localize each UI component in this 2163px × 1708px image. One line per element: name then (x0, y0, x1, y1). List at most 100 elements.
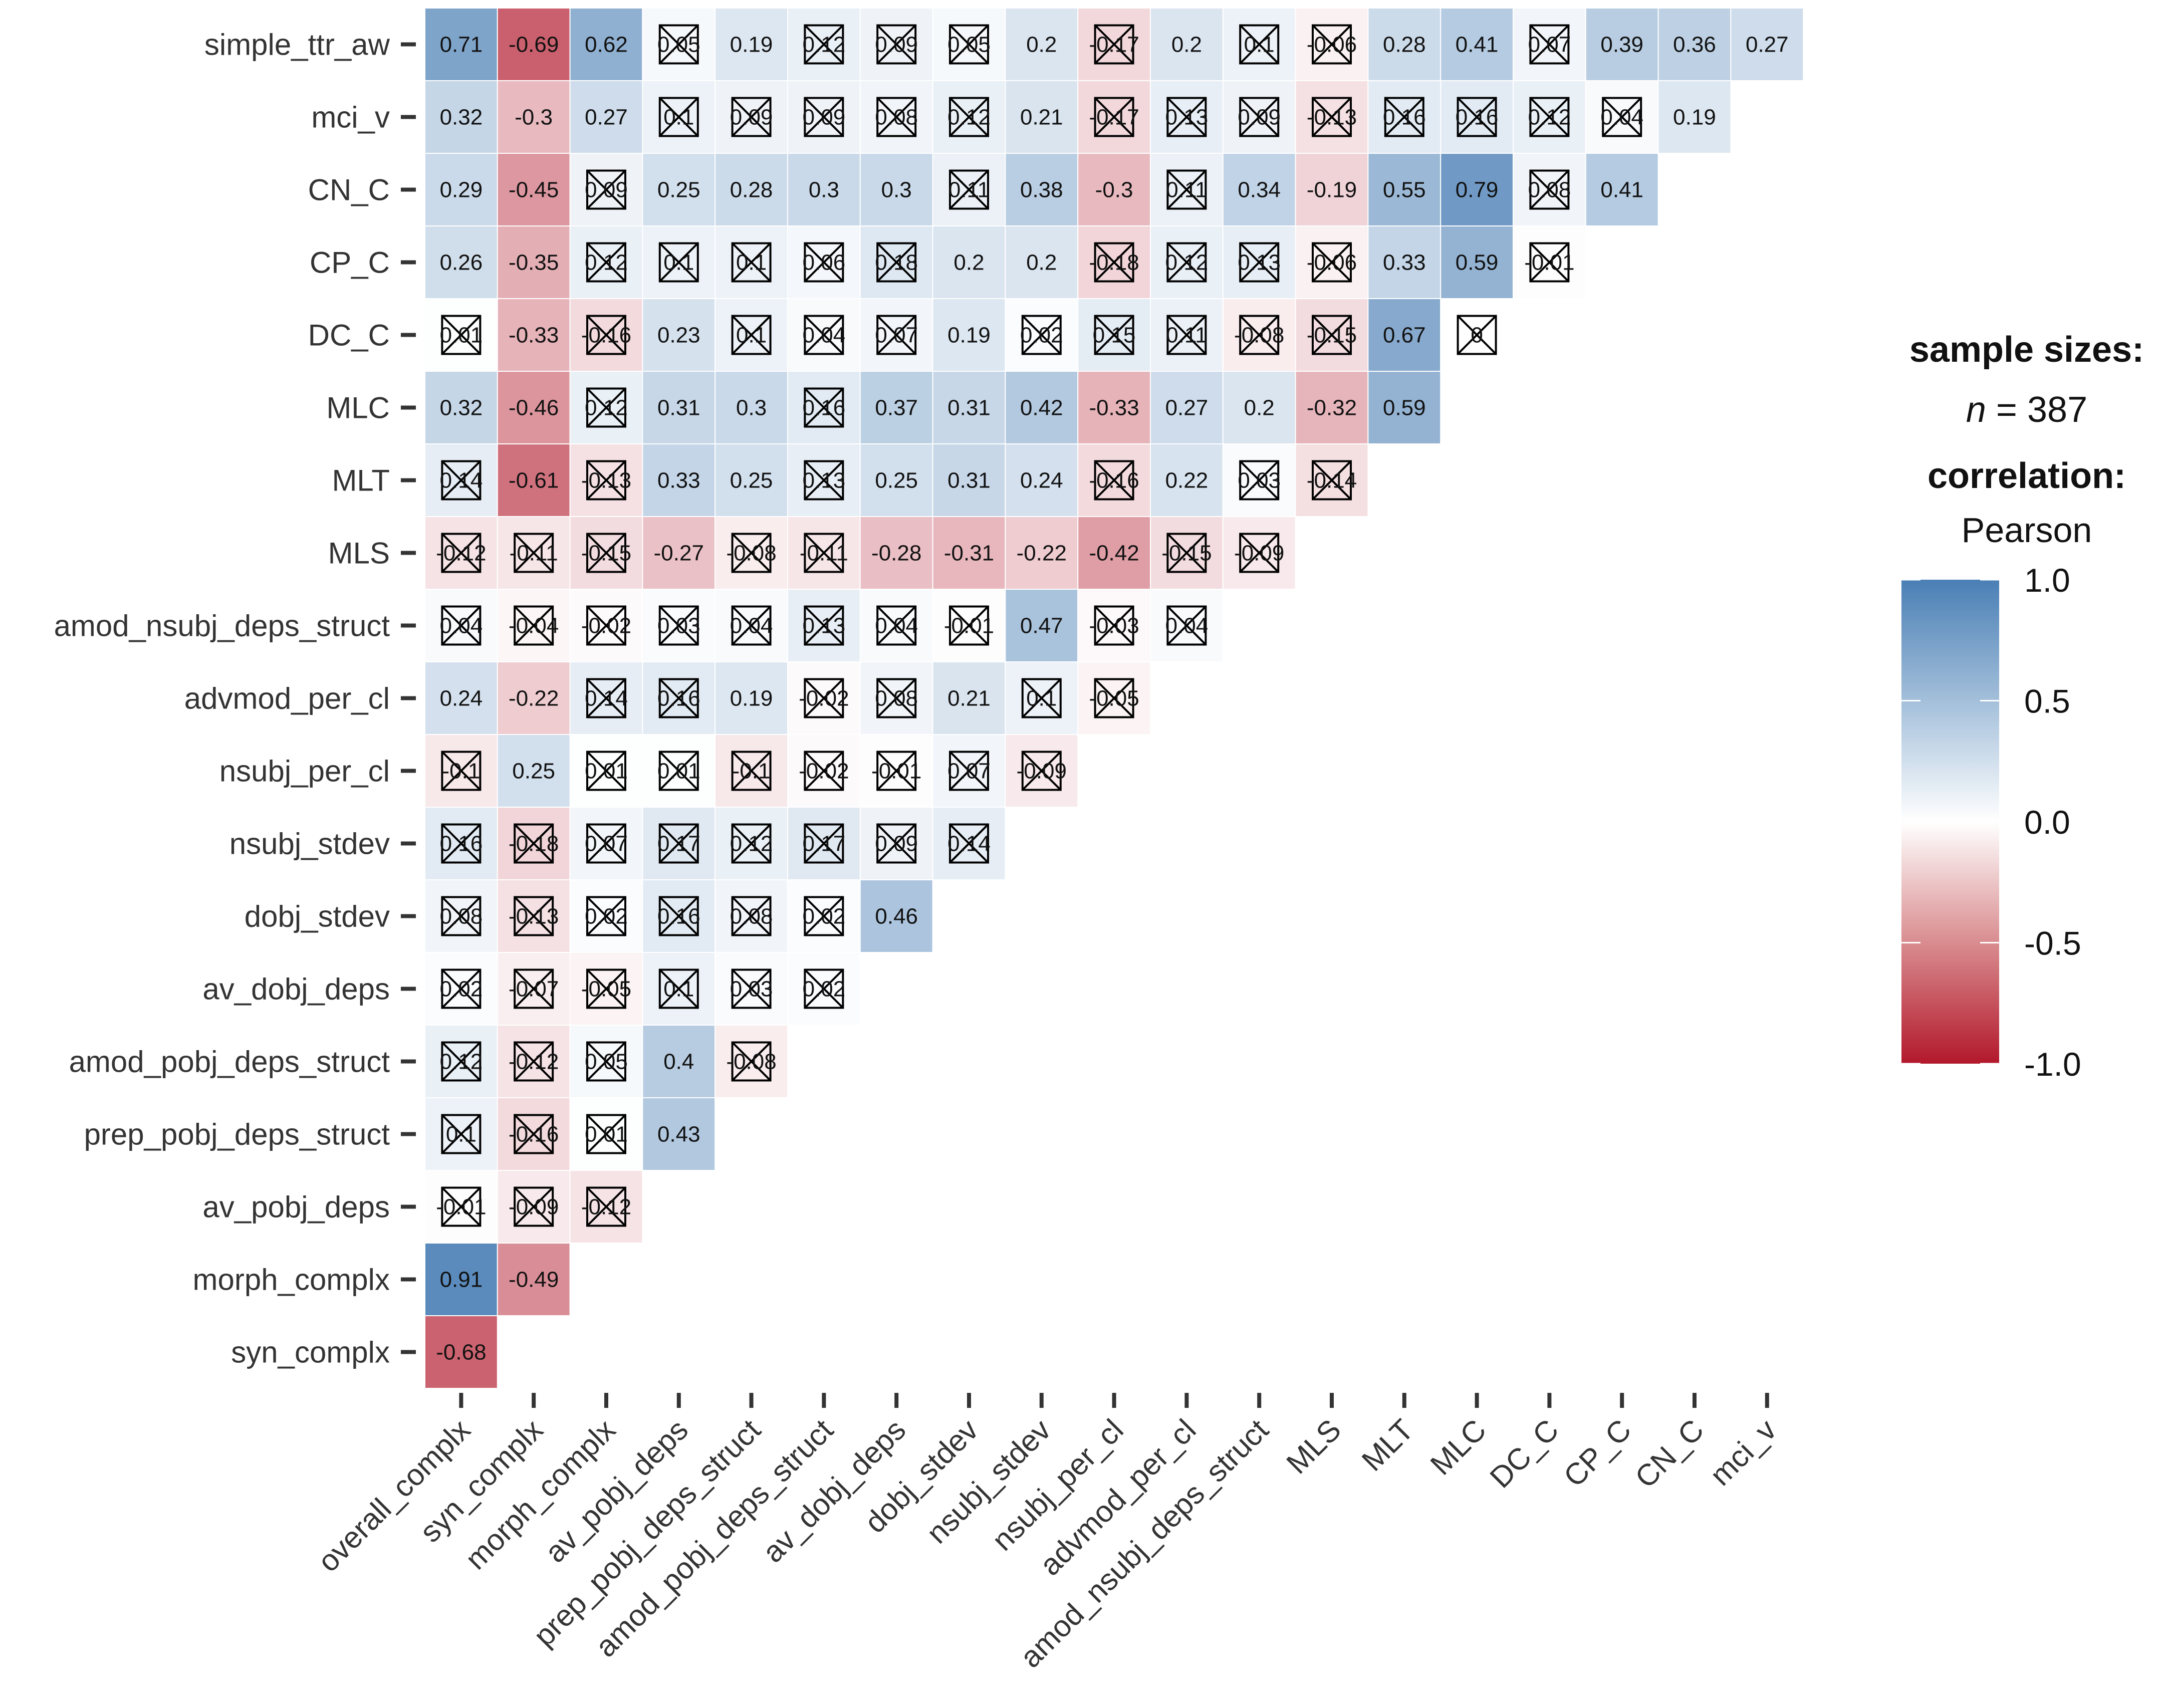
cell-fill (1005, 8, 1079, 81)
heatmap-cell: -0.33 (1077, 371, 1151, 444)
insignificant-cross (949, 824, 989, 863)
cell-value-label: -0.05 (1089, 686, 1139, 711)
heatmap-cell: 0.1 (714, 298, 788, 372)
insignificant-box (514, 896, 554, 936)
insignificant-box (586, 169, 626, 210)
y-tick-label: dobj_stdev (245, 900, 390, 933)
cell-value-label: -0.07 (509, 977, 559, 1002)
insignificant-box (731, 1041, 772, 1082)
insignificant-box (1457, 315, 1497, 355)
cell-fill (1005, 443, 1079, 517)
insignificant-box (586, 896, 626, 936)
insignificant-box (514, 1186, 554, 1227)
insignificant-cross (804, 751, 844, 791)
heatmap-cell: 0.02 (787, 879, 861, 953)
insignificant-box (804, 751, 844, 791)
heatmap-cell: 0.05 (569, 1025, 643, 1098)
heatmap-cell: 0.41 (1440, 8, 1514, 81)
cell-value-label: 0.08 (730, 904, 773, 929)
insignificant-cross (1312, 242, 1352, 282)
cell-value-label: 0.14 (947, 832, 991, 856)
insignificant-box (586, 315, 626, 355)
insignificant-cross (586, 751, 626, 791)
cell-value-label: 0.09 (730, 105, 773, 130)
insignificant-box (949, 605, 989, 646)
heatmap-cell: -0.09 (1222, 516, 1296, 590)
insignificant-box (586, 242, 626, 283)
cell-value-label: -0.08 (726, 541, 776, 566)
insignificant-cross (586, 1187, 626, 1227)
heatmap-cell: 0.02 (787, 952, 861, 1026)
cell-value-label: 0.28 (1383, 33, 1426, 57)
cell-value-label: -0.1 (733, 759, 771, 784)
insignificant-cross (949, 97, 989, 137)
heatmap-cell: -0.18 (1077, 225, 1151, 299)
cell-value-label: 0.16 (1456, 105, 1499, 130)
cell-value-label: -0.13 (1307, 105, 1357, 130)
heatmap-cell: 0.19 (932, 298, 1006, 372)
cell-value-label: -0.15 (1307, 323, 1357, 348)
heatmap-cell: -0.01 (932, 589, 1006, 662)
cell-value-label: -0.49 (509, 1268, 559, 1292)
cell-value-label: -0.22 (1017, 541, 1067, 566)
heatmap-cell: 0.02 (424, 952, 498, 1026)
cell-value-label: -0.09 (509, 1195, 559, 1219)
heatmap-cell: 0.09 (1222, 80, 1296, 154)
insignificant-box (586, 387, 626, 428)
cell-value-label: 0.09 (875, 33, 918, 57)
cell-value-label: 0.12 (585, 251, 628, 275)
insignificant-cross (804, 969, 844, 1009)
insignificant-box (1166, 242, 1207, 283)
heatmap-cell: 0.3 (787, 153, 861, 226)
heatmap-cell: 0.29 (424, 153, 498, 226)
cell-value-label: 0.12 (947, 105, 991, 130)
cell-value-label: 0.19 (730, 33, 773, 57)
insignificant-box (731, 968, 772, 1009)
cell-fill (714, 589, 788, 662)
insignificant-cross (1312, 25, 1352, 64)
insignificant-box (658, 242, 699, 283)
cell-value-label: -0.33 (1089, 396, 1139, 420)
insignificant-cross (804, 97, 844, 137)
cell-value-label: 0.33 (657, 468, 700, 493)
x-tick-label: MLC (1424, 1413, 1493, 1482)
insignificant-cross (804, 388, 844, 427)
insignificant-box (1529, 97, 1570, 137)
insignificant-box (1239, 97, 1280, 137)
cell-fill (859, 8, 933, 81)
insignificant-box (731, 605, 772, 646)
heatmap-cell: -0.02 (569, 589, 643, 662)
cell-value-label: 0.02 (1020, 323, 1063, 348)
heatmap-cell: 0.01 (569, 1097, 643, 1171)
insignificant-cross (876, 97, 916, 137)
insignificant-box (586, 823, 626, 864)
cell-value-label: -0.11 (800, 541, 848, 566)
y-tick-label: nsubj_stdev (229, 827, 390, 861)
heatmap-cell: -0.19 (1295, 153, 1369, 226)
cell-value-label: -0.3 (1095, 178, 1133, 202)
cell-value-label: -0.08 (1234, 323, 1284, 348)
insignificant-box (876, 242, 917, 283)
cell-value-label: 0.23 (657, 323, 700, 348)
cell-fill (642, 443, 716, 517)
cell-value-label: 0.04 (1165, 614, 1209, 638)
cell-value-label: 0.04 (1600, 105, 1643, 130)
cell-value-label: 0.26 (440, 251, 483, 275)
heatmap-cell: -0.13 (1295, 80, 1369, 154)
heatmap-cell: 0.46 (859, 879, 933, 953)
x-tick-label: mci_v (1704, 1413, 1783, 1492)
cell-value-label: 0.04 (440, 614, 483, 638)
cell-value-label: 0.3 (736, 396, 767, 420)
y-tick-label: CP_C (310, 246, 390, 280)
cell-value-label: -0.18 (1089, 251, 1139, 275)
cell-fill (497, 734, 571, 808)
heatmap-cell: 0.59 (1367, 371, 1441, 444)
heatmap-cell: -0.11 (787, 516, 861, 590)
cell-value-label: 0.16 (803, 396, 846, 420)
legend-tick-label: -1.0 (2024, 1046, 2081, 1083)
insignificant-cross (514, 824, 554, 863)
insignificant-box (441, 605, 482, 646)
heatmap-cell: 0.01 (569, 734, 643, 808)
heatmap-cell: 0.32 (424, 371, 498, 444)
heatmap-cell: 0.3 (714, 371, 788, 444)
